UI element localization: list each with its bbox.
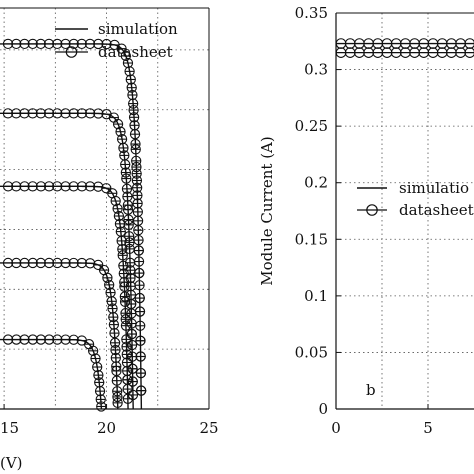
x-tick-label: 5 [423, 419, 433, 437]
y-tick-label: 0.35 [295, 4, 328, 22]
legend-data-marker [366, 204, 378, 216]
legend-data-marker [65, 46, 78, 58]
x-axis-label: (V) [0, 454, 23, 472]
legend: simulatio datasheet [357, 179, 474, 219]
legend: simulation datasheet [55, 20, 178, 61]
legend-label-datasheet: datasheet [399, 201, 474, 219]
panel-label-b: b [366, 381, 376, 399]
data-point [464, 38, 474, 49]
chart-panel-b: 0 0.05 0.1 0.15 0.2 0.25 0.3 0.35 0 5 Module Curre… [258, 4, 474, 437]
y-tick-label: 0.05 [295, 343, 328, 361]
legend-label-simulation: simulatio [399, 179, 469, 197]
x-tick-label: 15 [0, 419, 19, 437]
x-tick-label: 0 [331, 419, 341, 437]
x-tick-label: 25 [199, 419, 218, 437]
y-tick-label: 0.2 [304, 174, 328, 192]
legend-label-simulation: simulation [98, 20, 178, 38]
y-tick-label: 0 [318, 400, 328, 418]
x-tick-label: 20 [97, 419, 116, 437]
legend-label-datasheet: datasheet [98, 43, 173, 61]
y-axis-label: Module Current (A) [258, 136, 276, 285]
chart-panel-a: 15 20 25 (V) simulation datasheet [0, 7, 219, 472]
data-point [464, 47, 474, 58]
y-tick-label: 0.1 [304, 287, 328, 305]
y-tick-label: 0.3 [304, 61, 328, 79]
y-tick-label: 0.25 [295, 117, 328, 135]
y-tick-label: 0.15 [295, 230, 328, 248]
sim-line-5 [0, 338, 103, 410]
